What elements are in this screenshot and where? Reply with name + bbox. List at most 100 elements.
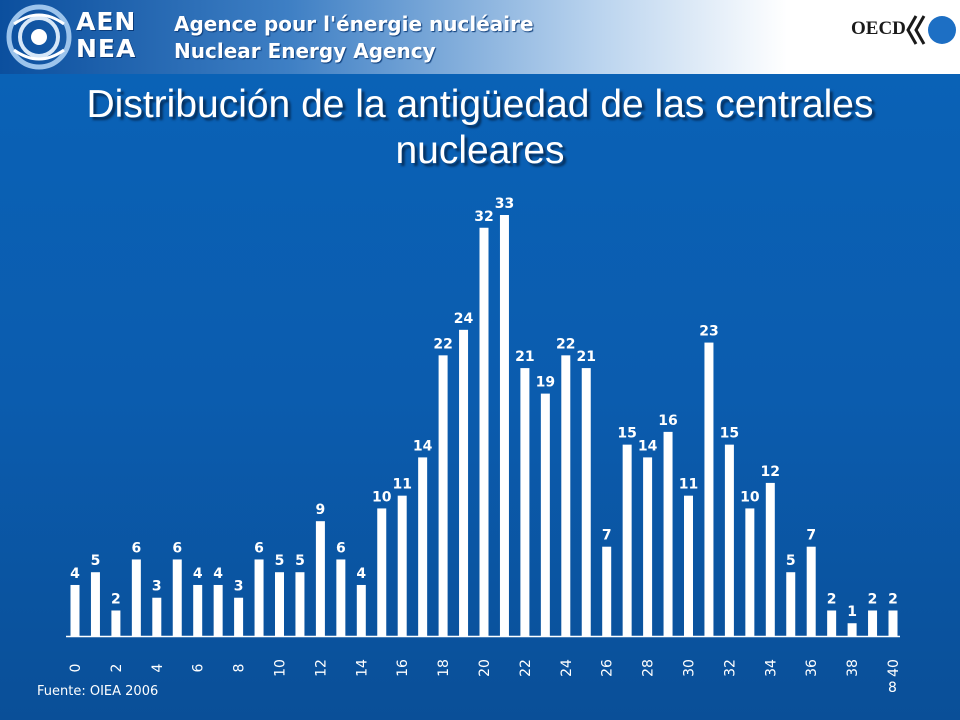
page-number: 8 — [888, 680, 897, 696]
data-label: 14 — [638, 438, 658, 454]
bar — [479, 227, 489, 636]
bar — [765, 482, 775, 636]
bar — [397, 495, 407, 636]
data-label: 6 — [336, 540, 346, 556]
bar — [418, 457, 428, 636]
bar — [704, 342, 714, 636]
data-label: 4 — [193, 566, 203, 582]
bar — [234, 597, 244, 636]
data-label: 2 — [868, 591, 878, 607]
bar — [193, 584, 203, 636]
data-label: 24 — [454, 311, 474, 327]
data-label: 5 — [275, 553, 285, 569]
bar — [459, 329, 469, 636]
data-label: 22 — [556, 336, 575, 352]
x-tick-label: 34 — [763, 659, 779, 677]
data-label: 33 — [495, 196, 514, 212]
bar — [295, 572, 305, 636]
data-label: 22 — [433, 336, 452, 352]
data-label: 7 — [602, 528, 612, 544]
org-name-french: Agence pour l'énergie nucléaire — [174, 12, 534, 36]
bar — [275, 572, 284, 636]
bar — [663, 431, 673, 636]
x-tick-label: 26 — [600, 659, 616, 677]
bar — [111, 610, 121, 636]
x-tick-label: 4 — [150, 663, 166, 672]
bar — [438, 355, 448, 636]
data-label: 14 — [413, 438, 433, 454]
bar — [254, 559, 264, 636]
x-tick-label: 18 — [436, 659, 452, 677]
logo-text-line2: NEA — [76, 34, 137, 63]
bar — [724, 444, 734, 636]
bar — [745, 508, 755, 636]
bar — [868, 610, 878, 636]
data-label: 11 — [679, 477, 698, 493]
data-label: 6 — [172, 540, 182, 556]
bar — [152, 597, 162, 636]
data-label: 5 — [295, 553, 305, 569]
data-label: 15 — [617, 426, 636, 442]
x-tick-label: 30 — [682, 659, 698, 677]
bar — [131, 559, 141, 636]
bar — [622, 444, 632, 636]
data-label: 2 — [827, 591, 837, 607]
data-label: 5 — [786, 553, 796, 569]
data-label: 1 — [847, 604, 857, 620]
data-label: 21 — [577, 349, 596, 365]
data-label: 4 — [356, 566, 366, 582]
logo-text-line1: AEN — [76, 7, 137, 36]
x-tick-label: 10 — [273, 659, 289, 677]
data-label: 23 — [699, 324, 718, 340]
data-label: 4 — [70, 566, 80, 582]
oecd-logo-icon — [906, 15, 956, 45]
slide-title: Distribución de la antigüedad de las cen… — [86, 83, 874, 172]
bar — [602, 546, 612, 636]
data-label: 15 — [720, 426, 739, 442]
data-label: 21 — [515, 349, 534, 365]
x-tick-label: 0 — [68, 664, 84, 673]
bar — [377, 508, 387, 636]
logo-text: AEN NEA — [76, 8, 156, 62]
x-tick-label: 14 — [354, 659, 370, 677]
x-tick-label: 40 — [886, 659, 902, 677]
x-tick-label: 12 — [313, 659, 329, 677]
bar — [90, 572, 100, 636]
data-label: 10 — [372, 489, 392, 505]
source-note: Fuente: OIEA 2006 — [37, 684, 159, 699]
bar — [888, 610, 898, 636]
bar — [70, 584, 80, 636]
bar — [356, 584, 366, 636]
bar — [786, 572, 796, 636]
bar — [643, 457, 653, 636]
x-tick-label: 2 — [109, 664, 125, 673]
data-label: 32 — [474, 209, 493, 225]
bar — [684, 495, 693, 636]
data-label: 12 — [761, 464, 780, 480]
data-label: 3 — [152, 579, 162, 595]
data-label: 4 — [213, 566, 223, 582]
data-label: 10 — [740, 489, 760, 505]
bar — [540, 393, 550, 636]
data-label: 9 — [316, 502, 326, 518]
bar — [827, 610, 837, 636]
data-label: 2 — [111, 591, 121, 607]
bar — [172, 559, 182, 636]
x-tick-label: 6 — [191, 663, 207, 672]
data-label: 19 — [536, 375, 555, 391]
bar — [581, 368, 591, 636]
bar — [213, 584, 223, 636]
bar — [847, 623, 857, 636]
nea-swirl-logo-icon — [6, 4, 72, 70]
data-label: 3 — [234, 579, 244, 595]
data-label: 2 — [888, 591, 898, 607]
org-name-english: Nuclear Energy Agency — [174, 39, 436, 63]
bar — [315, 521, 325, 636]
data-label: 6 — [254, 540, 264, 556]
x-tick-label: 8 — [232, 664, 248, 673]
bar — [499, 215, 509, 636]
header-banner: AEN NEA Agence pour l'énergie nucléaire … — [0, 0, 960, 74]
bar — [520, 368, 530, 636]
x-tick-label: 38 — [845, 659, 861, 677]
